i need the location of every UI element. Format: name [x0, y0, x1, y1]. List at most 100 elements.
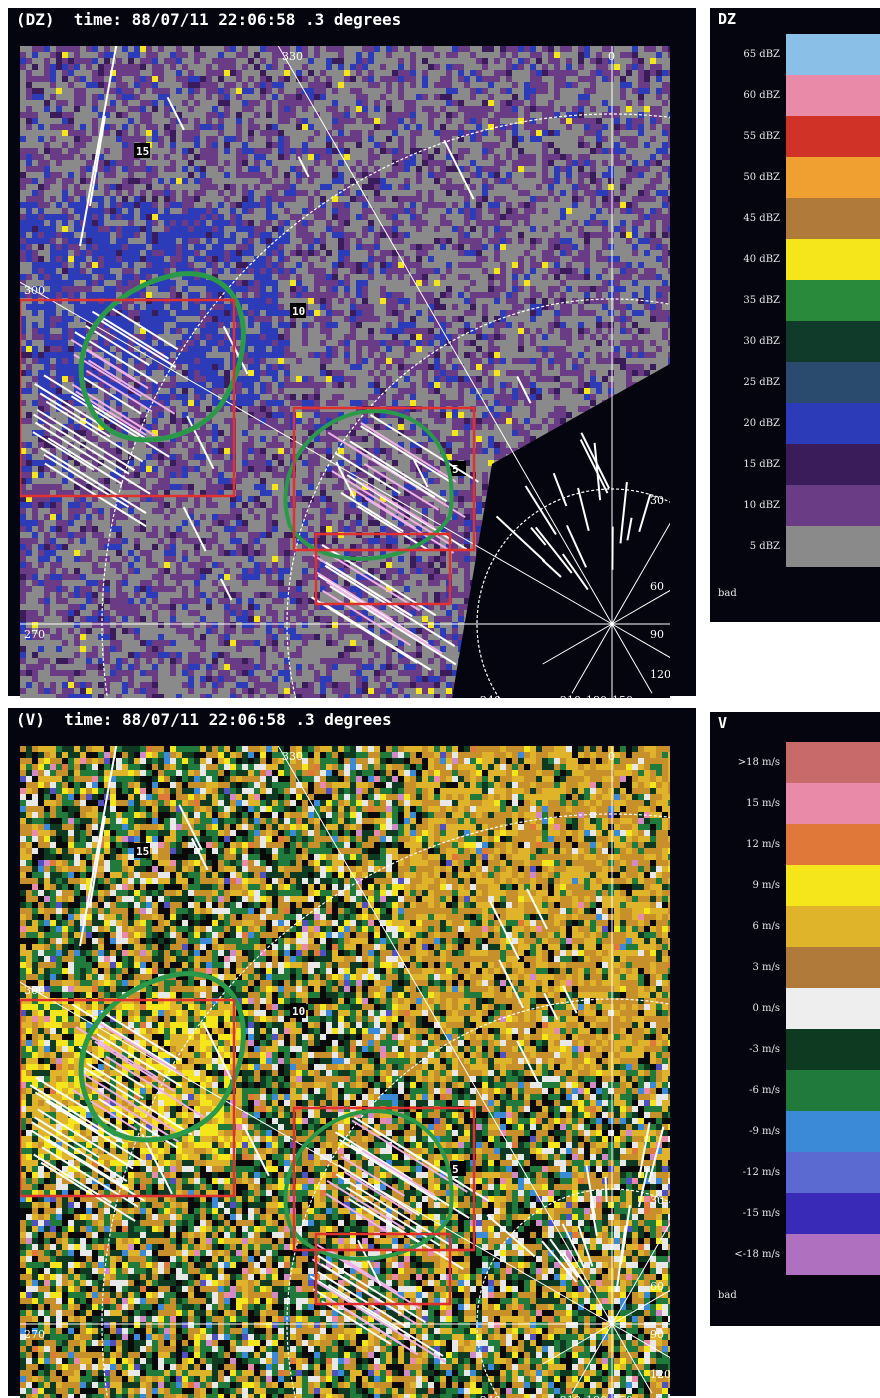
legend-label: >18 m/s	[714, 742, 780, 783]
legend-swatch	[786, 947, 880, 988]
legend-row: -6 m/s	[710, 1070, 880, 1111]
azimuth-label-a180: 180	[586, 1394, 607, 1398]
azimuth-label-a120: 120	[650, 1368, 670, 1381]
azimuth-label-a270: 270	[24, 628, 45, 641]
legend-swatch	[786, 75, 880, 116]
legend-label: 3 m/s	[714, 947, 780, 988]
legend-row: 35 dBZ	[710, 280, 880, 321]
azimuth-label-a210: 210	[560, 694, 581, 698]
legend-row: -3 m/s	[710, 1029, 880, 1070]
dz-legend-title: DZ	[718, 10, 736, 28]
dz-radar-plot: 330030027024021018015012090603015105	[20, 46, 670, 698]
azimuth-label-a90: 90	[650, 1328, 664, 1341]
legend-label: 65 dBZ	[714, 34, 780, 75]
legend-swatch	[786, 34, 880, 75]
legend-swatch	[786, 906, 880, 947]
legend-label: -15 m/s	[714, 1193, 780, 1234]
azimuth-label-a30: 30	[650, 1194, 664, 1207]
range-label: 10	[292, 1005, 305, 1018]
legend-label: 35 dBZ	[714, 280, 780, 321]
legend-swatch	[786, 485, 880, 526]
legend-swatch	[786, 157, 880, 198]
range-label: 15	[136, 145, 149, 158]
legend-row: 12 m/s	[710, 824, 880, 865]
legend-row: 9 m/s	[710, 865, 880, 906]
azimuth-label-a60: 60	[650, 580, 664, 593]
v-radar-panel: (V) time: 88/07/11 22:06:58 .3 degrees 3…	[8, 708, 696, 1396]
legend-label: 50 dBZ	[714, 157, 780, 198]
legend-row: 3 m/s	[710, 947, 880, 988]
azimuth-label-a90: 90	[650, 628, 664, 641]
range-label: 5	[452, 1163, 459, 1176]
legend-row: -15 m/s	[710, 1193, 880, 1234]
legend-swatch	[786, 280, 880, 321]
legend-row: 10 dBZ	[710, 485, 880, 526]
azimuth-label-a330: 330	[282, 50, 303, 63]
legend-swatch	[786, 239, 880, 280]
legend-label: -6 m/s	[714, 1070, 780, 1111]
v-legend-bad-label: bad	[718, 1290, 737, 1301]
legend-row: 5 dBZ	[710, 526, 880, 567]
azimuth-label-a150: 150	[612, 694, 633, 698]
legend-swatch	[786, 742, 880, 783]
legend-swatch	[786, 988, 880, 1029]
legend-swatch	[786, 526, 880, 567]
legend-row: -12 m/s	[710, 1152, 880, 1193]
range-label: 10	[292, 305, 305, 318]
v-panel-title: (V) time: 88/07/11 22:06:58 .3 degrees	[16, 710, 392, 729]
azimuth-label-a300: 300	[24, 984, 45, 997]
legend-row: 60 dBZ	[710, 75, 880, 116]
legend-swatch	[786, 1029, 880, 1070]
legend-swatch	[786, 321, 880, 362]
legend-label: -9 m/s	[714, 1111, 780, 1152]
legend-label: 15 m/s	[714, 783, 780, 824]
azimuth-label-a180: 180	[586, 694, 607, 698]
legend-swatch	[786, 1111, 880, 1152]
legend-label: 9 m/s	[714, 865, 780, 906]
legend-label: -3 m/s	[714, 1029, 780, 1070]
legend-swatch	[786, 1152, 880, 1193]
legend-row: >18 m/s	[710, 742, 880, 783]
range-label: 15	[136, 845, 149, 858]
azimuth-label-a120: 120	[650, 668, 670, 681]
legend-row: -9 m/s	[710, 1111, 880, 1152]
legend-swatch	[786, 362, 880, 403]
legend-row: 25 dBZ	[710, 362, 880, 403]
legend-label: 60 dBZ	[714, 75, 780, 116]
legend-row: 65 dBZ	[710, 34, 880, 75]
legend-label: <-18 m/s	[714, 1234, 780, 1275]
azimuth-label-a150: 150	[612, 1394, 633, 1398]
legend-row: 40 dBZ	[710, 239, 880, 280]
legend-swatch	[786, 1234, 880, 1275]
azimuth-label-a0: 0	[608, 750, 615, 763]
legend-label: 12 m/s	[714, 824, 780, 865]
v-legend-title: V	[718, 714, 727, 732]
legend-row: <-18 m/s	[710, 1234, 880, 1275]
legend-swatch	[786, 444, 880, 485]
legend-label: 15 dBZ	[714, 444, 780, 485]
legend-row: 50 dBZ	[710, 157, 880, 198]
legend-label: 10 dBZ	[714, 485, 780, 526]
azimuth-label-a240: 240	[480, 1394, 501, 1398]
legend-row: 45 dBZ	[710, 198, 880, 239]
streak-line	[606, 1177, 607, 1202]
legend-label: 6 m/s	[714, 906, 780, 947]
azimuth-label-a30: 30	[650, 494, 664, 507]
azimuth-label-a330: 330	[282, 750, 303, 763]
dz-legend-bad-label: bad	[718, 588, 737, 599]
legend-swatch	[786, 783, 880, 824]
legend-row: 30 dBZ	[710, 321, 880, 362]
azimuth-label-a300: 300	[24, 284, 45, 297]
azimuth-label-a240: 240	[480, 694, 501, 698]
legend-swatch	[786, 403, 880, 444]
legend-label: 20 dBZ	[714, 403, 780, 444]
v-radar-image: 330030027024021018015012090603015105	[20, 746, 670, 1398]
legend-row: 20 dBZ	[710, 403, 880, 444]
legend-row: 15 dBZ	[710, 444, 880, 485]
legend-swatch	[786, 198, 880, 239]
legend-swatch	[786, 1070, 880, 1111]
dz-radar-panel: (DZ) time: 88/07/11 22:06:58 .3 degrees …	[8, 8, 696, 696]
legend-label: 30 dBZ	[714, 321, 780, 362]
